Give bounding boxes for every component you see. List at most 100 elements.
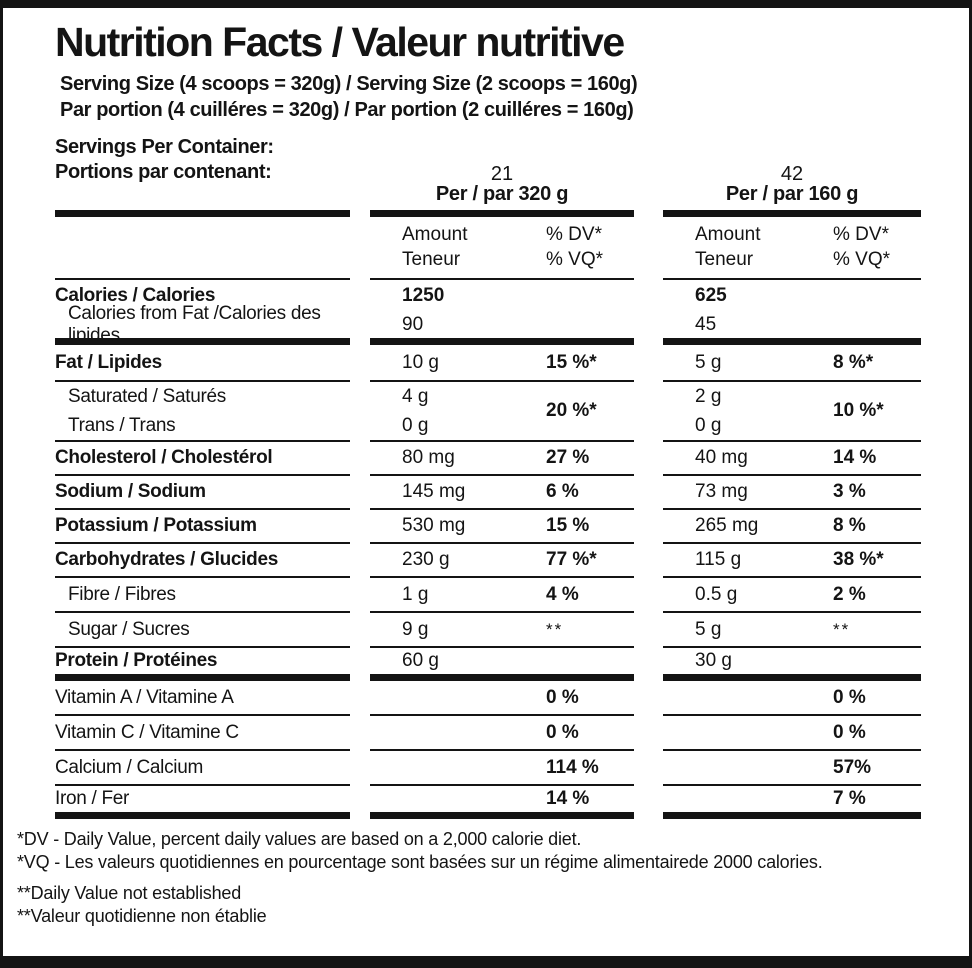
nutrient-rows: Calories / Calories 1250 625 Calories fr… — [3, 280, 969, 820]
per-320g-cell: 530 mg 15 % — [370, 510, 634, 545]
amount-value: 230 g — [402, 549, 450, 571]
per-320g-cell: 0 g — [370, 412, 634, 443]
footnotes: *DV - Daily Value, percent daily values … — [17, 828, 969, 928]
dv-label-fr: % VQ* — [546, 249, 604, 271]
top-border-bar — [0, 0, 972, 8]
per-320g-cell: 114 % — [370, 751, 634, 787]
row-label: Protein / Protéines — [55, 650, 218, 672]
dv-value: 10 %* — [833, 400, 884, 422]
row-label: Vitamin A / Vitamine A — [55, 686, 234, 708]
servings-count-320g: 21 — [490, 163, 514, 186]
per-serving-header-row: Per / par 320 g Per / par 160 g — [55, 183, 969, 218]
per-160g-cell: 57% — [663, 751, 921, 787]
footnote-dv: *DV - Daily Value, percent daily values … — [17, 829, 582, 850]
row-label: Calcium / Calcium — [55, 756, 203, 778]
dv-value: 15 % — [546, 515, 590, 537]
row-label: Saturated / Saturés — [68, 386, 227, 408]
amount-value: 0.5 g — [695, 583, 738, 605]
amount-value: 90 — [402, 314, 424, 336]
servings-per-container-row: Servings Per Container: Portions par con… — [55, 135, 969, 185]
amount-header-col1: Amount Teneur — [370, 222, 546, 272]
amount-value: 1 g — [402, 583, 429, 605]
servings-per-container-labels: Servings Per Container: Portions par con… — [55, 135, 350, 185]
table-row: Potassium / Potassium 530 mg 15 % 265 mg… — [55, 510, 969, 545]
servings-per-container-fr: Portions par contenant: — [55, 161, 272, 184]
amount-value: 530 mg — [402, 515, 466, 537]
serving-size-line-fr: Par portion (4 cuilléres = 320g) / Par p… — [60, 99, 634, 122]
nutrition-table: Servings Per Container: Portions par con… — [3, 135, 969, 820]
amount-value: 0 g — [695, 415, 722, 437]
per-160g-cell: 0 % — [663, 681, 921, 717]
servings-count-col1: 21 — [370, 135, 634, 185]
amount-value: 5 g — [695, 618, 722, 640]
row-label: Calories from Fat /Calories des lipides — [68, 303, 321, 347]
table-row: Iron / Fer 14 % 7 % — [55, 786, 969, 820]
table-row: Vitamin A / Vitamine A 0 % 0 % — [55, 681, 969, 717]
per-320g-cell: 14 % — [370, 786, 634, 820]
per-320g-cell: 230 g 77 %* — [370, 544, 634, 579]
per-160g-cell: 0.5 g 2 % — [663, 578, 921, 614]
amount-label-fr: Teneur — [695, 249, 754, 271]
per-320g-cell: 80 mg 27 % — [370, 442, 634, 477]
table-row: Carbohydrates / Glucides 230 g 77 %* 115… — [55, 544, 969, 579]
per-320g-cell: 90 — [370, 312, 634, 346]
servings-per-container-en: Servings Per Container: — [55, 136, 274, 159]
per-160g-cell: 0 g — [663, 412, 921, 443]
per-320g-cell: 10 g 15 %* — [370, 345, 634, 383]
dv-value: 38 %* — [833, 549, 884, 571]
amount-value: 625 — [695, 285, 727, 307]
column-headers-row: Amount Teneur % DV* % VQ* Amount Teneur — [55, 217, 969, 281]
amount-value: 80 mg — [402, 447, 455, 469]
row-label: Sodium / Sodium — [55, 481, 206, 503]
row-label: Iron / Fer — [55, 788, 130, 810]
per-160g-cell: 30 g — [663, 648, 921, 682]
per-160g-cell: 45 — [663, 312, 921, 346]
amount-header-col2: Amount Teneur — [663, 222, 833, 272]
footnote-vq: *VQ - Les valeurs quotidiennes en pource… — [17, 852, 823, 873]
bottom-border-bar — [0, 956, 972, 968]
dv-value: 0 % — [546, 721, 579, 743]
amount-value: 73 mg — [695, 481, 748, 503]
table-row: Fibre / Fibres 1 g 4 % 0.5 g 2 % — [55, 578, 969, 614]
dv-value: ** — [833, 619, 851, 639]
dv-value: 20 %* — [546, 400, 597, 422]
amount-value: 60 g — [402, 650, 439, 672]
dv-label-en: % DV* — [546, 224, 602, 246]
row-label: Fat / Lipides — [55, 351, 162, 373]
per-320g-cell: 145 mg 6 % — [370, 476, 634, 511]
dv-value: 2 % — [833, 583, 866, 605]
table-row: Cholesterol / Cholestérol 80 mg 27 % 40 … — [55, 442, 969, 477]
dv-value: 0 % — [546, 686, 579, 708]
row-label: Trans / Trans — [68, 415, 176, 437]
amount-label-en: Amount — [402, 224, 468, 246]
amount-value: 4 g — [402, 386, 429, 408]
amount-label-en: Amount — [695, 224, 761, 246]
dv-value: 7 % — [833, 788, 866, 810]
footnote-dv-not-established: **Daily Value not established — [17, 883, 242, 904]
dv-value: 15 %* — [546, 351, 597, 373]
per-160g-cell: 115 g 38 %* — [663, 544, 921, 579]
table-row: Sugar / Sucres 9 g ** 5 g ** — [55, 613, 969, 649]
page-title: Nutrition Facts / Valeur nutritive — [55, 19, 625, 65]
table-row: Trans / Trans 0 g 0 g — [55, 412, 969, 443]
amount-label-fr: Teneur — [402, 249, 461, 271]
row-label: Cholesterol / Cholestérol — [55, 447, 273, 469]
dv-header-col2: % DV* % VQ* — [833, 222, 921, 272]
dv-header-col1: % DV* % VQ* — [546, 222, 634, 272]
dv-value: 57% — [833, 756, 872, 778]
servings-count-160g: 42 — [780, 163, 804, 186]
amount-value: 0 g — [402, 415, 429, 437]
per-160g-cell: 7 % — [663, 786, 921, 820]
dv-value: 114 % — [546, 756, 599, 778]
amount-value: 5 g — [695, 351, 722, 373]
per-320g-header: Per / par 320 g — [435, 183, 569, 206]
table-row: Calcium / Calcium 114 % 57% — [55, 751, 969, 787]
per-320g-cell: 9 g ** — [370, 613, 634, 649]
per-320g-cell: 4 g 20 %* — [370, 382, 634, 421]
amount-value: 115 g — [695, 549, 742, 571]
table-row: Calories / Calories 1250 625 — [55, 280, 969, 312]
row-label: Fibre / Fibres — [68, 583, 176, 605]
dv-value: 14 % — [833, 447, 877, 469]
per-320g-cell: 0 % — [370, 716, 634, 752]
